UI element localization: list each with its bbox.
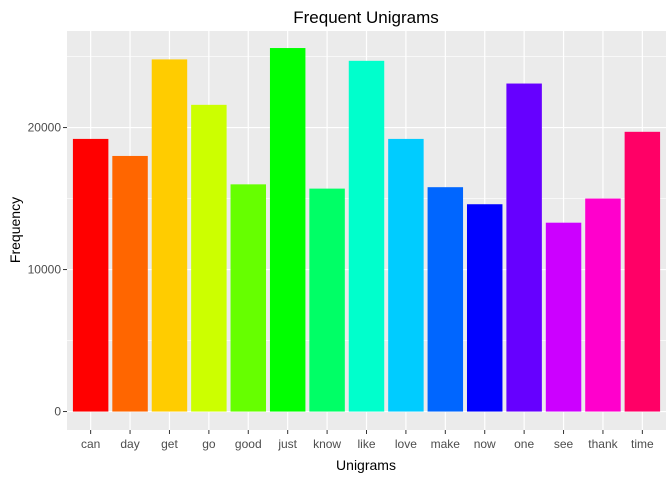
x-tick-label: just: [277, 437, 297, 451]
x-tick-label: see: [554, 437, 574, 451]
bar-make: [427, 187, 464, 412]
bar-can: [72, 138, 109, 412]
y-tick-label: 20000: [28, 121, 62, 135]
x-tick-label: make: [431, 437, 461, 451]
bar-time: [624, 131, 661, 412]
x-tick-label: day: [120, 437, 139, 451]
bar-like: [348, 60, 385, 412]
chart-title: Frequent Unigrams: [293, 8, 439, 27]
x-tick-label: go: [202, 437, 216, 451]
bar-see: [545, 222, 582, 412]
bar-just: [269, 48, 306, 412]
x-tick-label: now: [474, 437, 496, 451]
x-tick-label: one: [514, 437, 534, 451]
bar-day: [112, 155, 148, 412]
bar-one: [506, 83, 542, 412]
x-axis-title: Unigrams: [336, 457, 396, 473]
x-tick-label: love: [395, 437, 417, 451]
x-tick-label: good: [235, 437, 262, 451]
y-axis-title: Frequency: [7, 197, 23, 263]
x-tick-label: get: [161, 437, 178, 451]
x-tick-label: thank: [588, 437, 618, 451]
x-tick-label: time: [631, 437, 654, 451]
bar-good: [230, 184, 267, 412]
x-tick-label: can: [81, 437, 100, 451]
bar-thank: [585, 198, 621, 412]
x-axis: can day get go good just know like love make now on…: [81, 430, 654, 451]
bar-know: [309, 188, 345, 412]
y-tick-label: 10000: [28, 263, 62, 277]
bar-get: [151, 59, 188, 412]
bar-love: [388, 138, 424, 412]
bar-go: [191, 104, 227, 412]
bar-now: [466, 204, 503, 412]
x-tick-label: like: [357, 437, 375, 451]
x-tick-label: know: [313, 437, 341, 451]
y-axis: 0 10000 20000: [28, 121, 67, 419]
bars: [72, 48, 661, 412]
y-tick-label: 0: [54, 405, 61, 419]
